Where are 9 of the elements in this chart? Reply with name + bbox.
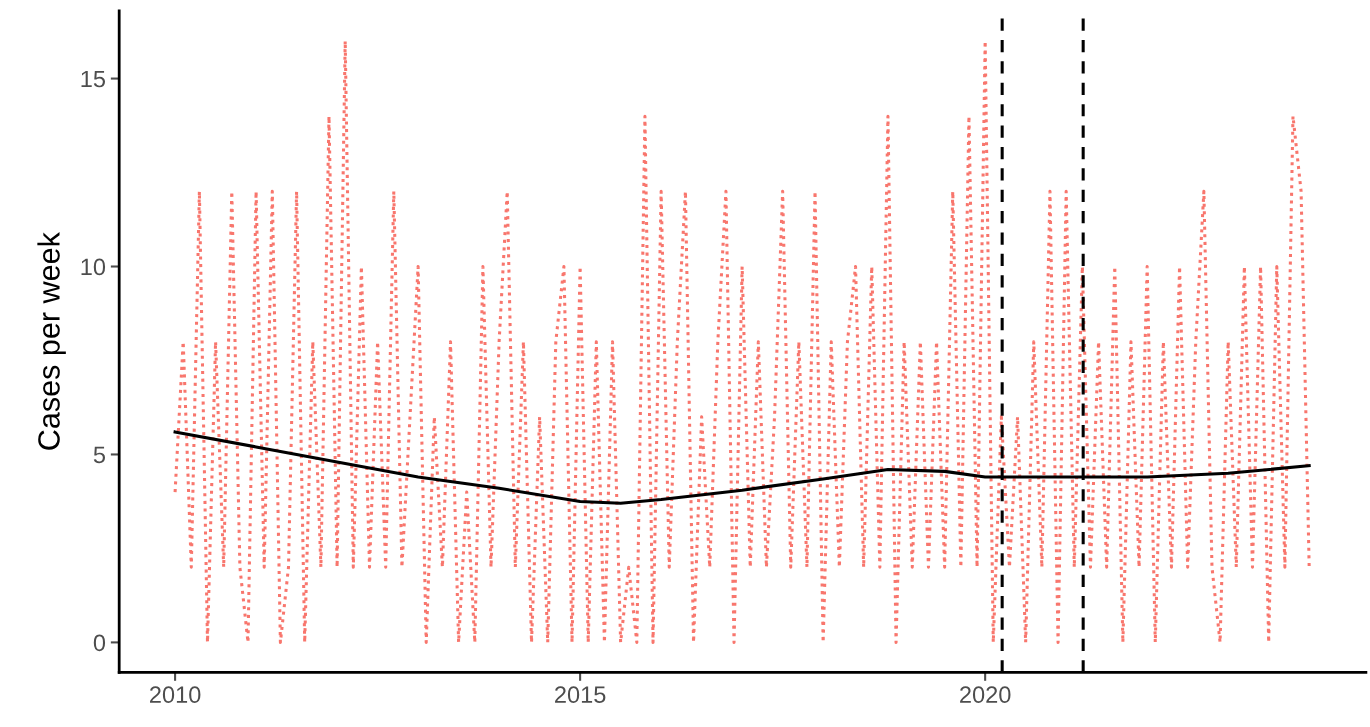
x-tick-label: 2020 xyxy=(960,686,1011,704)
y-tick-label: 0 xyxy=(93,634,106,652)
x-tick-label: 2015 xyxy=(555,686,606,704)
y-axis-title: Cases per week xyxy=(37,232,66,450)
line-series xyxy=(173,39,1311,644)
y-tick-label: 15 xyxy=(81,70,106,88)
x-tick-label: 2010 xyxy=(150,686,201,704)
y-tick-label: 10 xyxy=(81,258,106,276)
y-tick-label: 5 xyxy=(93,446,106,464)
